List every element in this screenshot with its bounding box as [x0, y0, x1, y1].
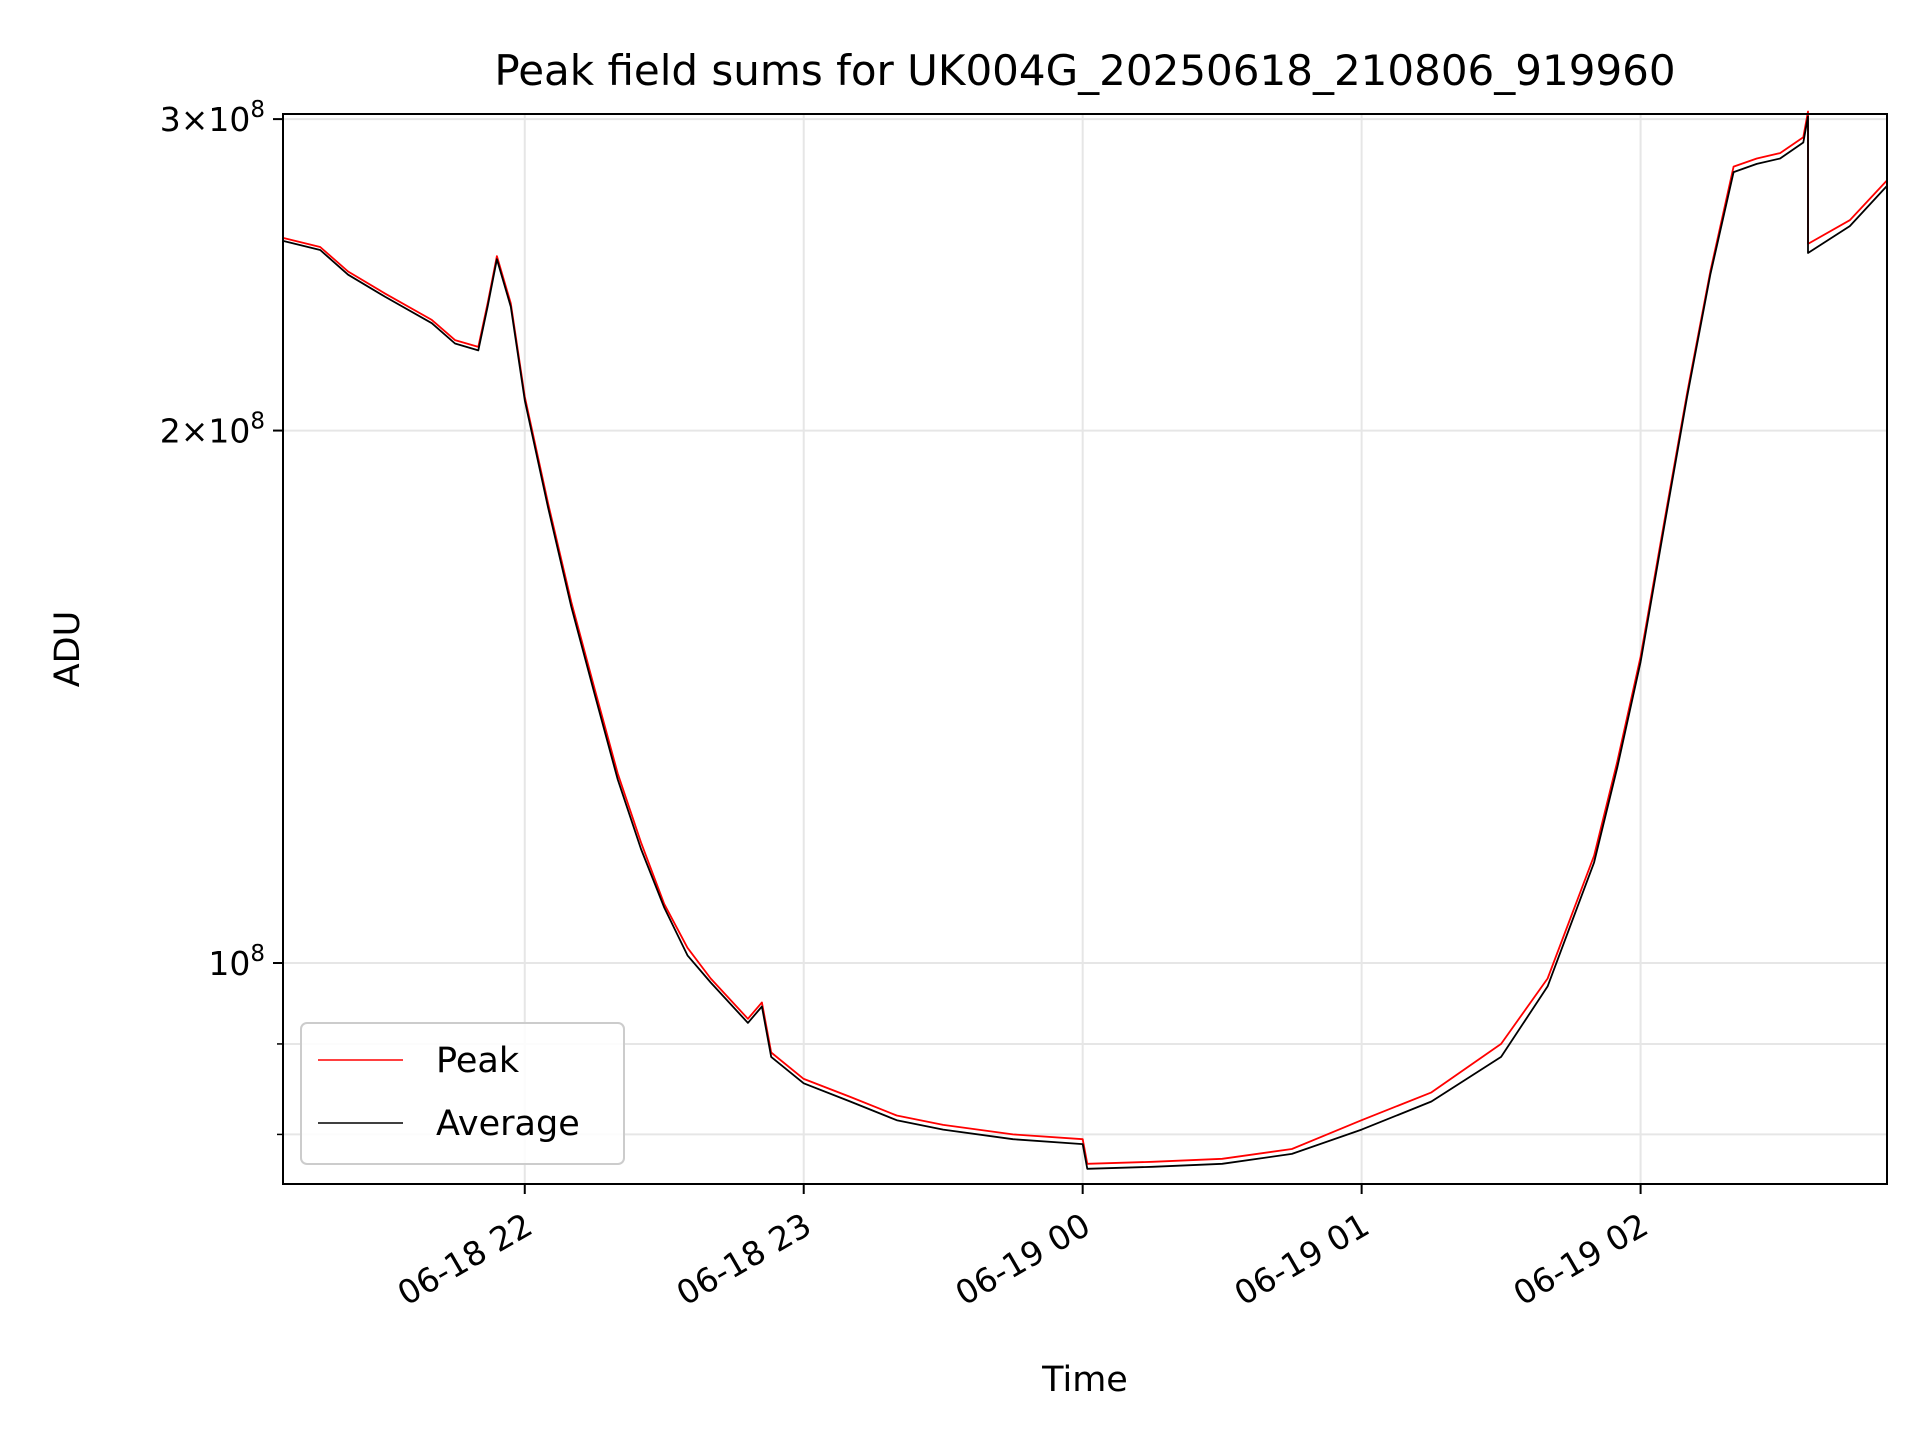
y-tick-label: 3×108 [160, 97, 265, 139]
y-tick-label: 2×108 [160, 409, 265, 451]
series-layer [282, 110, 1888, 1170]
x-axis-label: Time [1041, 1360, 1128, 1400]
legend-label-average: Average [436, 1104, 580, 1144]
legend: Peak Average [300, 1022, 625, 1165]
plot-frame [282, 113, 1888, 1185]
chart-title: Peak field sums for UK004G_20250618_2108… [494, 46, 1675, 95]
y-axis-label: ADU [48, 611, 88, 688]
legend-box [300, 1022, 625, 1165]
legend-label-peak: Peak [436, 1041, 520, 1081]
series-line-average [282, 115, 1888, 1170]
